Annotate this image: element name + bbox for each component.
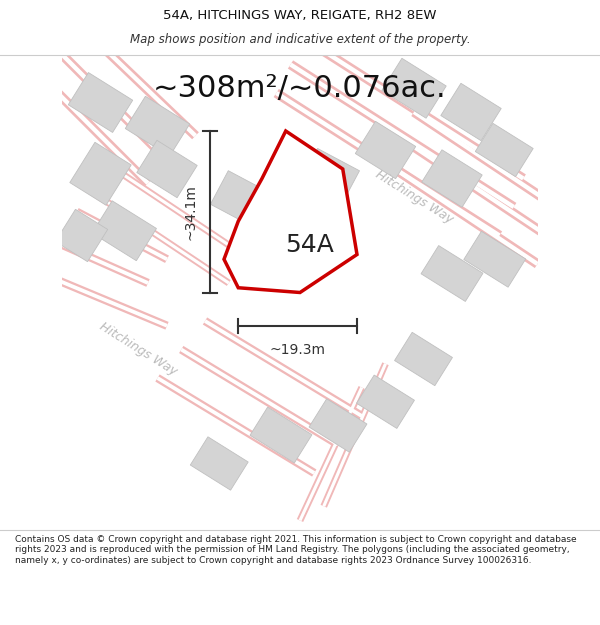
Text: ~34.1m: ~34.1m	[184, 184, 198, 239]
Polygon shape	[355, 121, 416, 179]
Polygon shape	[464, 231, 526, 288]
Text: ~308m²/~0.076ac.: ~308m²/~0.076ac.	[153, 74, 447, 102]
Polygon shape	[422, 150, 482, 208]
Polygon shape	[298, 149, 359, 209]
Polygon shape	[190, 437, 248, 490]
Text: ~19.3m: ~19.3m	[269, 342, 326, 356]
Polygon shape	[395, 332, 452, 386]
Polygon shape	[382, 58, 446, 118]
Polygon shape	[68, 72, 133, 132]
Text: 54A: 54A	[285, 233, 334, 257]
Text: Contains OS data © Crown copyright and database right 2021. This information is : Contains OS data © Crown copyright and d…	[15, 535, 577, 564]
Polygon shape	[70, 142, 131, 205]
Polygon shape	[441, 83, 501, 141]
Polygon shape	[211, 171, 266, 224]
Polygon shape	[356, 375, 415, 428]
Text: Hitchings Way: Hitchings Way	[97, 321, 179, 379]
Polygon shape	[55, 209, 107, 262]
Polygon shape	[92, 201, 157, 261]
Polygon shape	[125, 96, 190, 156]
Text: Hitchings Way: Hitchings Way	[373, 168, 455, 227]
Polygon shape	[475, 123, 533, 177]
Polygon shape	[224, 131, 357, 292]
Text: 54A, HITCHINGS WAY, REIGATE, RH2 8EW: 54A, HITCHINGS WAY, REIGATE, RH2 8EW	[163, 9, 437, 22]
Polygon shape	[250, 407, 312, 463]
Polygon shape	[309, 399, 367, 452]
Polygon shape	[137, 140, 197, 198]
Text: Map shows position and indicative extent of the property.: Map shows position and indicative extent…	[130, 33, 470, 46]
Polygon shape	[421, 246, 483, 301]
